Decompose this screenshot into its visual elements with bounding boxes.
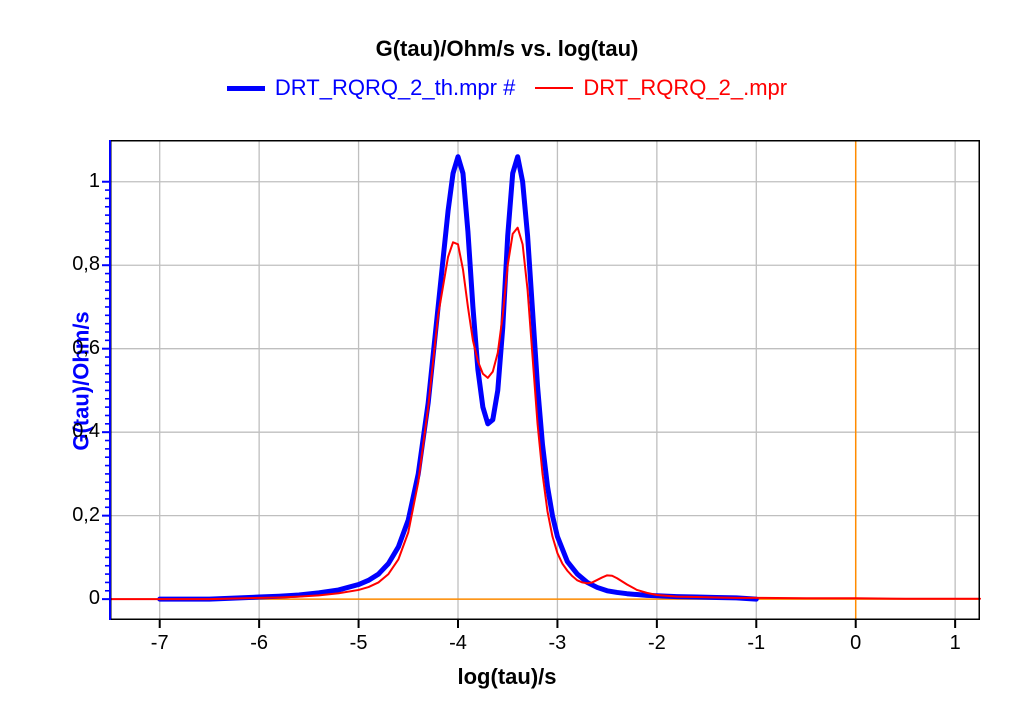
legend-item: DRT_RQRQ_2_.mpr: [535, 75, 787, 101]
x-tick-label: -6: [239, 632, 279, 655]
plot-area: [110, 140, 980, 620]
legend-label: DRT_RQRQ_2_.mpr: [583, 75, 787, 101]
legend-swatch: [535, 87, 573, 89]
y-tick-label: 0,6: [50, 337, 100, 360]
y-tick-label: 0,4: [50, 420, 100, 443]
x-tick-label: 0: [836, 632, 876, 655]
x-tick-label: -3: [537, 632, 577, 655]
chart-legend: DRT_RQRQ_2_th.mpr # DRT_RQRQ_2_.mpr: [0, 74, 1014, 101]
x-tick-label: -4: [438, 632, 478, 655]
x-tick-label: -2: [637, 632, 677, 655]
y-tick-label: 1: [50, 170, 100, 193]
x-tick-label: -1: [736, 632, 776, 655]
series-line: [110, 228, 980, 599]
y-tick-label: 0: [50, 587, 100, 610]
chart-container: G(tau)/Ohm/s vs. log(tau) DRT_RQRQ_2_th.…: [0, 0, 1014, 728]
x-tick-label: -7: [140, 632, 180, 655]
legend-item: DRT_RQRQ_2_th.mpr #: [227, 75, 515, 101]
chart-title: G(tau)/Ohm/s vs. log(tau): [0, 36, 1014, 62]
x-tick-label: 1: [935, 632, 975, 655]
legend-swatch: [227, 86, 265, 91]
y-tick-label: 0,8: [50, 253, 100, 276]
x-axis-title: log(tau)/s: [0, 664, 1014, 690]
legend-label: DRT_RQRQ_2_th.mpr #: [275, 75, 515, 101]
x-tick-label: -5: [339, 632, 379, 655]
y-tick-label: 0,2: [50, 504, 100, 527]
